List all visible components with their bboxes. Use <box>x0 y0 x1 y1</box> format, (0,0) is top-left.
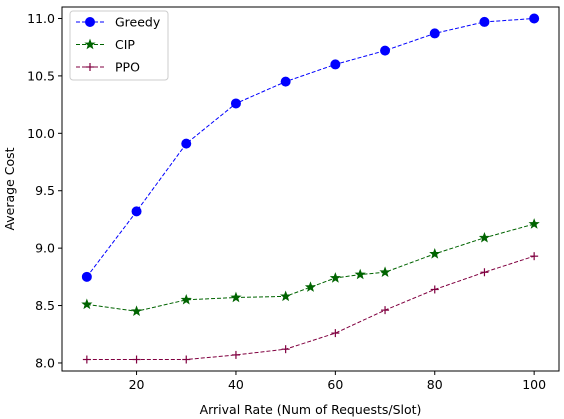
x-axis-label: Arrival Rate (Num of Requests/Slot) <box>200 402 422 417</box>
legend-label: PPO <box>115 60 140 75</box>
data-point-cip <box>478 231 491 243</box>
data-point-ppo <box>281 345 290 354</box>
legend-entry-greedy: Greedy <box>76 15 161 30</box>
data-point-cip <box>329 272 341 283</box>
y-axis-label: Average Cost <box>2 147 17 230</box>
data-point-ppo <box>132 355 141 364</box>
data-point-greedy <box>280 76 291 87</box>
data-point-cip <box>180 293 192 305</box>
data-point-greedy <box>230 98 241 109</box>
plot-marks <box>81 13 540 364</box>
data-point-cip <box>528 218 540 229</box>
data-point-greedy <box>429 28 440 39</box>
data-point-greedy <box>529 13 540 24</box>
y-tick-label: 8.5 <box>35 298 55 313</box>
data-point-cip <box>130 305 143 317</box>
x-tick-label: 100 <box>522 377 546 392</box>
series-cip <box>81 218 540 317</box>
data-point-cip <box>280 290 292 302</box>
y-tick-label: 10.5 <box>27 68 55 83</box>
data-point-cip <box>81 298 93 310</box>
data-point-cip <box>230 291 242 303</box>
data-point-cip <box>354 268 366 280</box>
series-line-cip <box>86 223 535 312</box>
legend-marker <box>86 63 94 71</box>
legend-entry-cip: CIP <box>76 37 135 52</box>
data-point-ppo <box>82 355 91 364</box>
data-point-greedy <box>380 45 391 56</box>
data-point-greedy <box>479 16 490 27</box>
y-axis: 8.0 8.5 9.0 9.5 10.0 10.5 11.0 <box>27 11 62 370</box>
legend-label: Greedy <box>115 15 161 30</box>
data-point-ppo <box>530 252 539 261</box>
x-tick-label: 80 <box>427 377 443 392</box>
data-point-greedy <box>131 206 142 217</box>
data-point-greedy <box>81 271 92 282</box>
x-tick-label: 40 <box>228 377 244 392</box>
data-point-greedy <box>330 59 341 70</box>
series-ppo <box>82 252 539 364</box>
data-point-cip <box>379 266 391 277</box>
y-tick-label: 9.0 <box>35 241 55 256</box>
x-tick-label: 20 <box>129 377 145 392</box>
legend-marker <box>84 38 96 50</box>
x-axis: 20 40 60 80 100 <box>129 371 546 392</box>
legend-box <box>69 10 169 81</box>
y-tick-label: 9.5 <box>35 183 55 198</box>
legend-label: CIP <box>115 37 135 52</box>
data-point-cip <box>429 248 441 259</box>
data-point-greedy <box>181 138 192 149</box>
data-point-cip <box>304 281 317 292</box>
data-point-ppo <box>182 355 191 364</box>
series-greedy <box>81 13 540 282</box>
x-tick-label: 60 <box>327 377 343 392</box>
data-point-ppo <box>381 306 390 315</box>
series-line-ppo <box>86 255 535 361</box>
data-point-ppo <box>480 268 489 277</box>
data-point-ppo <box>331 329 340 338</box>
y-tick-label: 10.0 <box>27 126 55 141</box>
data-point-ppo <box>231 350 240 359</box>
y-tick-label: 11.0 <box>27 11 55 26</box>
legend-marker <box>85 17 95 27</box>
plot-frame <box>61 6 560 372</box>
y-tick-label: 8.0 <box>35 355 55 370</box>
data-point-ppo <box>430 285 439 294</box>
legend-entry-ppo: PPO <box>76 60 140 75</box>
legend: Greedy CIP PPO <box>69 10 169 81</box>
